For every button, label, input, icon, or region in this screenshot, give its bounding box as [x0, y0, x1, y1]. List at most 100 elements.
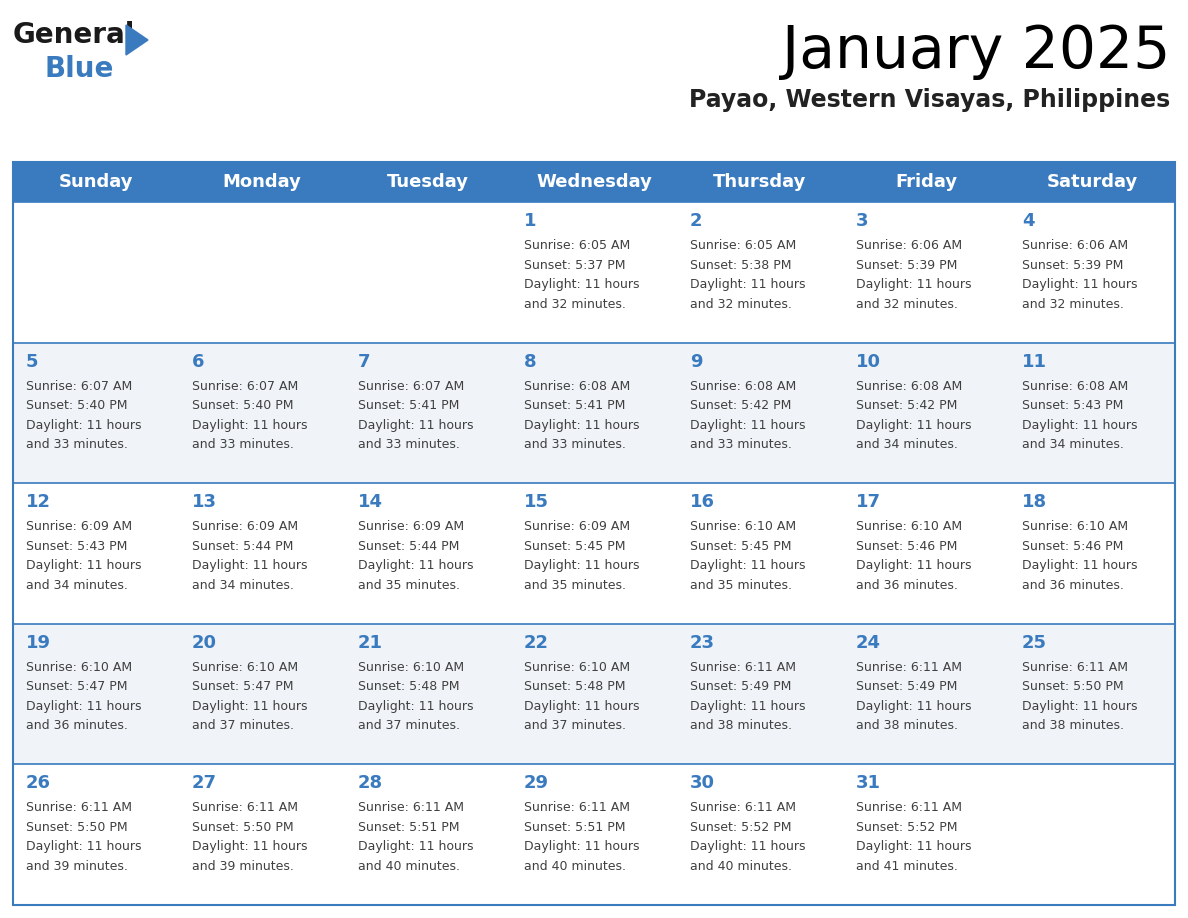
- Text: 29: 29: [524, 775, 549, 792]
- Text: Daylight: 11 hours: Daylight: 11 hours: [857, 700, 972, 712]
- Text: Sunset: 5:41 PM: Sunset: 5:41 PM: [524, 399, 625, 412]
- Text: and 35 minutes.: and 35 minutes.: [690, 578, 792, 592]
- Text: Daylight: 11 hours: Daylight: 11 hours: [358, 559, 474, 572]
- Text: Sunrise: 6:08 AM: Sunrise: 6:08 AM: [690, 380, 796, 393]
- Text: Sunrise: 6:10 AM: Sunrise: 6:10 AM: [26, 661, 132, 674]
- Text: and 33 minutes.: and 33 minutes.: [524, 438, 626, 451]
- Text: Sunset: 5:38 PM: Sunset: 5:38 PM: [690, 259, 791, 272]
- Text: Daylight: 11 hours: Daylight: 11 hours: [26, 419, 141, 431]
- Text: Sunset: 5:45 PM: Sunset: 5:45 PM: [524, 540, 626, 553]
- Text: 28: 28: [358, 775, 383, 792]
- Text: Sunset: 5:50 PM: Sunset: 5:50 PM: [1022, 680, 1124, 693]
- Text: and 32 minutes.: and 32 minutes.: [524, 297, 626, 310]
- Text: and 38 minutes.: and 38 minutes.: [690, 720, 792, 733]
- Text: Tuesday: Tuesday: [387, 173, 469, 191]
- Text: and 36 minutes.: and 36 minutes.: [1022, 578, 1124, 592]
- Bar: [13, 342, 1175, 483]
- Text: 18: 18: [1022, 493, 1047, 511]
- Text: Sunrise: 6:09 AM: Sunrise: 6:09 AM: [358, 521, 465, 533]
- Text: Sunrise: 6:11 AM: Sunrise: 6:11 AM: [26, 801, 132, 814]
- Text: Sunset: 5:39 PM: Sunset: 5:39 PM: [1022, 259, 1124, 272]
- Text: Sunset: 5:40 PM: Sunset: 5:40 PM: [26, 399, 127, 412]
- Text: and 34 minutes.: and 34 minutes.: [26, 578, 128, 592]
- Text: Sunrise: 6:08 AM: Sunrise: 6:08 AM: [1022, 380, 1129, 393]
- Text: and 40 minutes.: and 40 minutes.: [358, 860, 460, 873]
- Text: Sunset: 5:51 PM: Sunset: 5:51 PM: [524, 821, 626, 834]
- Text: 10: 10: [857, 353, 881, 371]
- Text: 25: 25: [1022, 633, 1047, 652]
- Text: Daylight: 11 hours: Daylight: 11 hours: [524, 278, 639, 291]
- Text: 9: 9: [690, 353, 702, 371]
- Text: and 38 minutes.: and 38 minutes.: [857, 720, 958, 733]
- Text: 3: 3: [857, 212, 868, 230]
- Text: and 40 minutes.: and 40 minutes.: [690, 860, 792, 873]
- Text: 4: 4: [1022, 212, 1035, 230]
- Text: Sunset: 5:51 PM: Sunset: 5:51 PM: [358, 821, 460, 834]
- Text: 1: 1: [524, 212, 537, 230]
- Text: and 32 minutes.: and 32 minutes.: [857, 297, 958, 310]
- Text: Sunset: 5:41 PM: Sunset: 5:41 PM: [358, 399, 460, 412]
- Text: and 32 minutes.: and 32 minutes.: [690, 297, 792, 310]
- Text: 30: 30: [690, 775, 715, 792]
- Text: 7: 7: [358, 353, 371, 371]
- Text: Daylight: 11 hours: Daylight: 11 hours: [857, 278, 972, 291]
- Text: Sunrise: 6:06 AM: Sunrise: 6:06 AM: [1022, 239, 1129, 252]
- Text: Sunrise: 6:05 AM: Sunrise: 6:05 AM: [690, 239, 796, 252]
- Text: Saturday: Saturday: [1047, 173, 1138, 191]
- Text: Thursday: Thursday: [713, 173, 807, 191]
- Text: and 37 minutes.: and 37 minutes.: [524, 720, 626, 733]
- Text: Sunrise: 6:10 AM: Sunrise: 6:10 AM: [192, 661, 298, 674]
- Bar: [13, 483, 1175, 624]
- Text: Payao, Western Visayas, Philippines: Payao, Western Visayas, Philippines: [689, 88, 1170, 112]
- Text: Sunset: 5:46 PM: Sunset: 5:46 PM: [1022, 540, 1124, 553]
- Text: January 2025: January 2025: [782, 23, 1170, 80]
- Text: 16: 16: [690, 493, 715, 511]
- Text: and 41 minutes.: and 41 minutes.: [857, 860, 958, 873]
- Text: 17: 17: [857, 493, 881, 511]
- Text: 8: 8: [524, 353, 537, 371]
- Text: and 33 minutes.: and 33 minutes.: [358, 438, 460, 451]
- Text: Sunrise: 6:09 AM: Sunrise: 6:09 AM: [26, 521, 132, 533]
- Text: and 34 minutes.: and 34 minutes.: [857, 438, 958, 451]
- Text: Daylight: 11 hours: Daylight: 11 hours: [690, 278, 805, 291]
- Text: and 33 minutes.: and 33 minutes.: [192, 438, 293, 451]
- Text: and 38 minutes.: and 38 minutes.: [1022, 720, 1124, 733]
- Text: Sunset: 5:42 PM: Sunset: 5:42 PM: [857, 399, 958, 412]
- Text: Sunset: 5:49 PM: Sunset: 5:49 PM: [690, 680, 791, 693]
- Text: Sunrise: 6:09 AM: Sunrise: 6:09 AM: [192, 521, 298, 533]
- Text: Daylight: 11 hours: Daylight: 11 hours: [690, 840, 805, 854]
- Text: 27: 27: [192, 775, 217, 792]
- Text: 12: 12: [26, 493, 51, 511]
- Text: Sunset: 5:50 PM: Sunset: 5:50 PM: [26, 821, 127, 834]
- Text: Sunrise: 6:10 AM: Sunrise: 6:10 AM: [857, 521, 962, 533]
- Text: Sunrise: 6:11 AM: Sunrise: 6:11 AM: [358, 801, 465, 814]
- Text: 23: 23: [690, 633, 715, 652]
- Text: Daylight: 11 hours: Daylight: 11 hours: [192, 840, 308, 854]
- Text: Sunrise: 6:07 AM: Sunrise: 6:07 AM: [192, 380, 298, 393]
- Text: Daylight: 11 hours: Daylight: 11 hours: [1022, 559, 1137, 572]
- Text: Sunday: Sunday: [58, 173, 133, 191]
- Text: Friday: Friday: [895, 173, 958, 191]
- Text: 5: 5: [26, 353, 38, 371]
- Text: Daylight: 11 hours: Daylight: 11 hours: [1022, 419, 1137, 431]
- Text: Sunrise: 6:10 AM: Sunrise: 6:10 AM: [524, 661, 630, 674]
- Text: Blue: Blue: [45, 55, 114, 83]
- Text: and 32 minutes.: and 32 minutes.: [1022, 297, 1124, 310]
- Text: Sunset: 5:43 PM: Sunset: 5:43 PM: [26, 540, 127, 553]
- Text: and 35 minutes.: and 35 minutes.: [358, 578, 460, 592]
- Text: Daylight: 11 hours: Daylight: 11 hours: [358, 419, 474, 431]
- Text: 26: 26: [26, 775, 51, 792]
- Bar: [13, 162, 1175, 202]
- Text: Daylight: 11 hours: Daylight: 11 hours: [857, 840, 972, 854]
- Text: Sunrise: 6:08 AM: Sunrise: 6:08 AM: [524, 380, 631, 393]
- Text: Wednesday: Wednesday: [536, 173, 652, 191]
- Text: 6: 6: [192, 353, 204, 371]
- Text: Sunset: 5:42 PM: Sunset: 5:42 PM: [690, 399, 791, 412]
- Text: 11: 11: [1022, 353, 1047, 371]
- Text: 31: 31: [857, 775, 881, 792]
- Bar: [13, 202, 1175, 342]
- Text: 2: 2: [690, 212, 702, 230]
- Text: Daylight: 11 hours: Daylight: 11 hours: [1022, 278, 1137, 291]
- Text: Daylight: 11 hours: Daylight: 11 hours: [192, 559, 308, 572]
- Text: and 37 minutes.: and 37 minutes.: [192, 720, 293, 733]
